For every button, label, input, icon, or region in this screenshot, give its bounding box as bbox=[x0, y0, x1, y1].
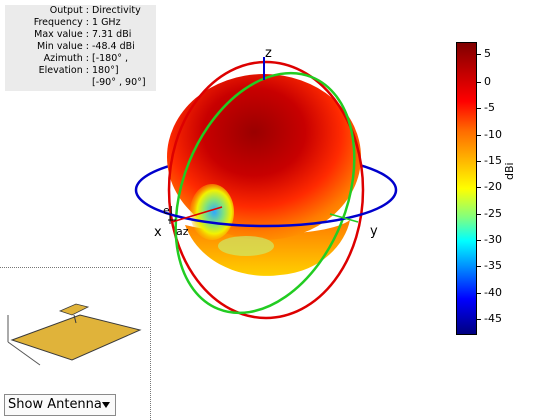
colorbar-tick-mark bbox=[477, 187, 481, 188]
info-key: Min value : bbox=[36, 41, 89, 52]
y-axis-line bbox=[329, 213, 359, 223]
info-key: Elevation : bbox=[38, 65, 89, 76]
colorbar-tick-mark bbox=[477, 214, 481, 215]
info-panel: Output : Directivity Frequency : 1 GHz M… bbox=[5, 5, 156, 91]
z-axis-label: z bbox=[265, 46, 272, 61]
pattern-null-streak bbox=[218, 236, 274, 256]
x-axis-line bbox=[171, 206, 223, 223]
el-label: el bbox=[163, 204, 173, 217]
y-axis-label: y bbox=[370, 224, 378, 239]
colorbar-tick-mark bbox=[477, 319, 481, 320]
colorbar-tick-mark bbox=[477, 135, 481, 136]
colorbar-tick-label: -30 bbox=[484, 233, 502, 246]
radiation-pattern-plot[interactable]: z x y el az bbox=[0, 0, 440, 330]
colorbar-tick-label: -5 bbox=[484, 101, 495, 114]
preview-axis-line bbox=[7, 341, 41, 366]
colorbar-tick-label: -45 bbox=[484, 312, 502, 325]
colorbar-tick-mark bbox=[477, 54, 481, 55]
azimuth-ring-front bbox=[134, 189, 398, 228]
ground-plane-shape bbox=[10, 314, 142, 361]
elevation-ring-yz bbox=[174, 71, 356, 315]
info-row-azimuth: Azimuth : [-180° , bbox=[5, 53, 156, 65]
info-row-frequency: Frequency : 1 GHz bbox=[5, 17, 156, 29]
info-row-elevation-range: [-90° , 90°] bbox=[5, 77, 156, 89]
chevron-down-icon[interactable] bbox=[102, 402, 110, 408]
colorbar-unit-label: dBi bbox=[503, 162, 516, 180]
colorbar-tick-label: -15 bbox=[484, 154, 502, 167]
colorbar-tick-label: -25 bbox=[484, 207, 502, 220]
info-row-min: Min value : -48.4 dBi bbox=[5, 41, 156, 53]
info-row-output: Output : Directivity bbox=[5, 5, 156, 17]
info-key: Azimuth : bbox=[43, 53, 89, 64]
colorbar-tick-mark bbox=[477, 108, 481, 109]
info-row-elevation: Elevation : 180°] bbox=[5, 65, 156, 77]
colorbar-tick-label: -10 bbox=[484, 128, 502, 141]
colorbar-tick-mark bbox=[477, 240, 481, 241]
az-label: az bbox=[176, 225, 189, 238]
info-key: Frequency : bbox=[33, 17, 89, 28]
info-value: [-90° , 90°] bbox=[92, 77, 146, 88]
show-antenna-select[interactable]: Show Antenna bbox=[4, 394, 116, 416]
elevation-ring-xz bbox=[167, 60, 365, 320]
info-row-max: Max value : 7.31 dBi bbox=[5, 29, 156, 41]
info-value: -48.4 dBi bbox=[92, 41, 135, 52]
colorbar bbox=[456, 42, 477, 335]
colorbar-tick-label: -20 bbox=[484, 180, 502, 193]
info-value: Directivity bbox=[92, 5, 141, 16]
show-antenna-select-value: Show Antenna bbox=[8, 397, 102, 412]
antenna-preview[interactable] bbox=[0, 270, 150, 370]
info-value: 7.31 dBi bbox=[92, 29, 132, 40]
info-value: [-180° , bbox=[92, 53, 129, 64]
colorbar-tick-mark bbox=[477, 293, 481, 294]
colorbar-tick-mark bbox=[477, 266, 481, 267]
info-key: Output : bbox=[49, 5, 89, 16]
colorbar-tick-label: 5 bbox=[484, 47, 491, 60]
colorbar-tick-mark bbox=[477, 82, 481, 83]
colorbar-tick-label: -35 bbox=[484, 259, 502, 272]
info-value: 1 GHz bbox=[92, 17, 121, 28]
x-axis-label: x bbox=[154, 225, 162, 240]
info-key: Max value : bbox=[34, 29, 89, 40]
colorbar-tick-label: 0 bbox=[484, 75, 491, 88]
patch-element-shape bbox=[58, 303, 90, 316]
pattern-null-region bbox=[190, 184, 234, 240]
antenna-preview-frame bbox=[0, 267, 151, 420]
colorbar-tick-mark bbox=[477, 161, 481, 162]
colorbar-tick-label: -40 bbox=[484, 286, 502, 299]
info-value: 180°] bbox=[92, 65, 119, 76]
feed-line bbox=[73, 314, 77, 324]
